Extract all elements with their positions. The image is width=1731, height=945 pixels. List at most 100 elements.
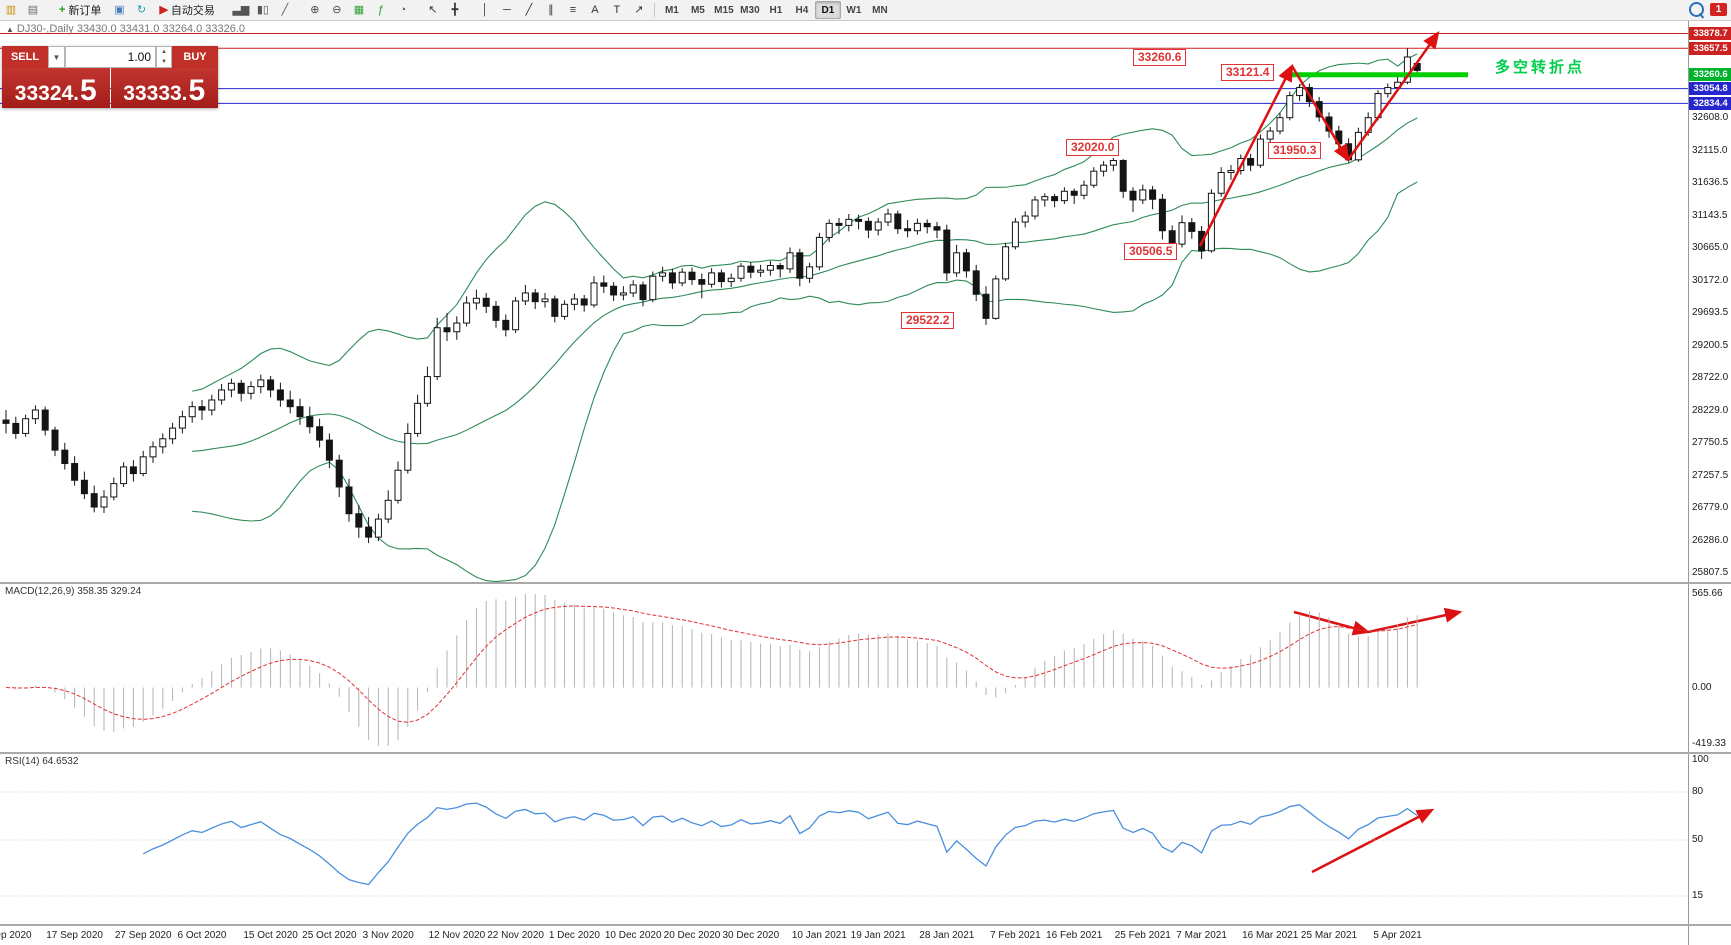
pane-separator-macd[interactable] — [0, 582, 1731, 584]
candlestick-icon[interactable]: ▮▯ — [256, 4, 269, 17]
auto-trading-button[interactable]: ▶ 自动交易 — [153, 1, 220, 19]
price-grid-label: 31143.5 — [1692, 210, 1728, 222]
rsi-label: RSI(14) 64.6532 — [5, 756, 79, 767]
trendline-icon[interactable]: ╱ — [525, 4, 533, 17]
horizontal-line-icon[interactable]: ─ — [503, 4, 511, 17]
new-order-button-icon: + — [59, 4, 66, 17]
sell-price[interactable]: 33324. 5 — [2, 68, 110, 108]
price-annotation[interactable]: 33121.4 — [1221, 64, 1275, 81]
price-line-tag: 32834.4 — [1689, 96, 1731, 110]
lot-input[interactable]: 1.00 — [65, 46, 156, 68]
price-annotation[interactable]: 29522.2 — [901, 312, 955, 329]
price-grid-label: 26286.0 — [1692, 535, 1729, 547]
price-grid-label: 29693.5 — [1692, 307, 1729, 319]
price-line-tag: 33878.7 — [1689, 26, 1731, 40]
sell-button[interactable]: SELL — [2, 46, 48, 68]
buy-price[interactable]: 33333. 5 — [110, 68, 218, 108]
label-icon[interactable]: T — [613, 4, 621, 17]
line-chart-icon[interactable]: ╱ — [281, 4, 289, 17]
zoom-out-icon[interactable]: ⊖ — [332, 4, 342, 17]
vertical-line-icon[interactable]: │ — [481, 4, 489, 17]
macd-scale-min: -419.33 — [1692, 738, 1726, 749]
date-label: 16 Mar 2021 — [1242, 930, 1299, 941]
timeframe-d1[interactable]: D1 — [814, 1, 841, 19]
channel-icon[interactable]: ∥ — [548, 4, 554, 17]
price-scale[interactable]: 33579.532608.032115.031636.531143.530665… — [1688, 20, 1731, 945]
price-grid-label: 27257.5 — [1692, 470, 1729, 482]
date-axis[interactable]: 8 Sep 2020 17 Sep 2020 27 Sep 2020 6 Oct 20… — [0, 926, 1688, 945]
date-label: 12 Nov 2020 — [428, 930, 486, 941]
macd-label: MACD(12,26,9) 358.35 329.24 — [5, 586, 142, 597]
price-grid-label: 29200.5 — [1692, 340, 1729, 352]
timeframe-m15[interactable]: M15 — [714, 4, 734, 16]
date-label: 10 Jan 2021 — [791, 930, 847, 941]
date-label: 3 Nov 2020 — [362, 930, 414, 941]
turning-point-note[interactable]: 多空转折点 — [1495, 59, 1586, 76]
charts-grid-icon[interactable]: ▣ — [114, 4, 125, 17]
price-grid-label: 26779.0 — [1692, 502, 1729, 514]
date-label: 8 Sep 2020 — [0, 930, 32, 941]
timeframe-mn[interactable]: MN — [872, 4, 888, 16]
price-grid-label: 32115.0 — [1692, 145, 1728, 157]
timeframe-m5[interactable]: M5 — [690, 4, 705, 16]
clock-icon[interactable]: ◔ — [399, 4, 407, 17]
cursor-icon[interactable]: ↖ — [428, 4, 438, 17]
notification-badge[interactable]: 1 — [1710, 3, 1727, 16]
text-icon[interactable]: A — [591, 4, 599, 17]
timeframe-h1[interactable]: H1 — [769, 4, 783, 16]
arrow-tool-icon[interactable]: ↗ — [634, 4, 644, 17]
date-label: 7 Feb 2021 — [990, 930, 1041, 941]
refresh-icon[interactable]: ↻ — [136, 4, 147, 17]
date-label: 30 Dec 2020 — [722, 930, 780, 941]
sell-dropdown-icon[interactable]: ▼ — [48, 46, 65, 68]
profiles-icon[interactable]: ▤ — [27, 4, 39, 17]
new-order-button[interactable]: + 新订单 — [53, 1, 107, 19]
date-label: 15 Oct 2020 — [243, 930, 298, 941]
timeframe-m1[interactable]: M1 — [664, 4, 679, 16]
date-label: 5 Apr 2021 — [1373, 930, 1422, 941]
buy-button[interactable]: BUY — [172, 46, 218, 68]
date-label: 1 Dec 2020 — [548, 930, 600, 941]
price-annotation[interactable]: 31950.3 — [1268, 142, 1322, 159]
timeframe-h4[interactable]: H4 — [795, 4, 809, 16]
date-label: 16 Feb 2021 — [1046, 930, 1103, 941]
date-label: 25 Feb 2021 — [1114, 930, 1171, 941]
price-grid-label: 25807.5 — [1692, 567, 1729, 579]
crosshair-icon[interactable]: ╋ — [451, 4, 459, 17]
price-line-tag: 33260.6 — [1689, 68, 1731, 82]
toolbar-separator — [653, 3, 655, 17]
new-chart-icon[interactable]: ▥ — [5, 4, 17, 17]
date-label: 25 Oct 2020 — [302, 930, 357, 941]
price-annotation[interactable]: 33260.6 — [1133, 49, 1187, 66]
timeframe-w1[interactable]: W1 — [846, 4, 862, 16]
pane-separator-rsi[interactable] — [0, 752, 1731, 754]
macd-scale-zero: 0.00 — [1692, 681, 1712, 693]
fibonacci-icon[interactable]: ≡ — [569, 4, 577, 17]
search-icon[interactable] — [1689, 2, 1704, 17]
price-annotation[interactable]: 32020.0 — [1066, 139, 1120, 156]
price-line-tag: 33054.8 — [1689, 82, 1731, 96]
rsi-scale-100: 100 — [1692, 754, 1709, 765]
new-order-button-label: 新订单 — [68, 5, 102, 18]
chart-title: ▲ DJ30-,Daily 33430.0 33431.0 33264.0 333… — [6, 23, 246, 35]
price-grid-label: 27750.5 — [1692, 437, 1729, 449]
date-label: 28 Jan 2021 — [919, 930, 975, 941]
indicators-icon[interactable]: ƒ — [377, 4, 384, 17]
price-line-tag: 33657.5 — [1689, 41, 1731, 55]
lot-spinner[interactable]: ▲ ▼ — [156, 46, 172, 68]
price-annotation[interactable]: 30506.5 — [1124, 243, 1178, 260]
price-grid-label: 31636.5 — [1692, 177, 1729, 189]
price-grid-label: 28229.0 — [1692, 405, 1729, 417]
timeframe-m30[interactable]: M30 — [740, 4, 760, 16]
tile-windows-icon[interactable]: ▦ — [353, 4, 365, 17]
auto-trading-button-label: 自动交易 — [170, 4, 215, 17]
bar-chart-icon[interactable]: ▃▆ — [232, 4, 250, 17]
macd-scale-max: 565.66 — [1692, 588, 1723, 599]
pane-separator-dates — [0, 924, 1731, 926]
date-label: 27 Sep 2020 — [114, 930, 172, 941]
zoom-in-icon[interactable]: ⊕ — [310, 4, 320, 17]
date-label: 17 Sep 2020 — [46, 930, 103, 941]
date-label: 19 Jan 2021 — [850, 930, 906, 941]
